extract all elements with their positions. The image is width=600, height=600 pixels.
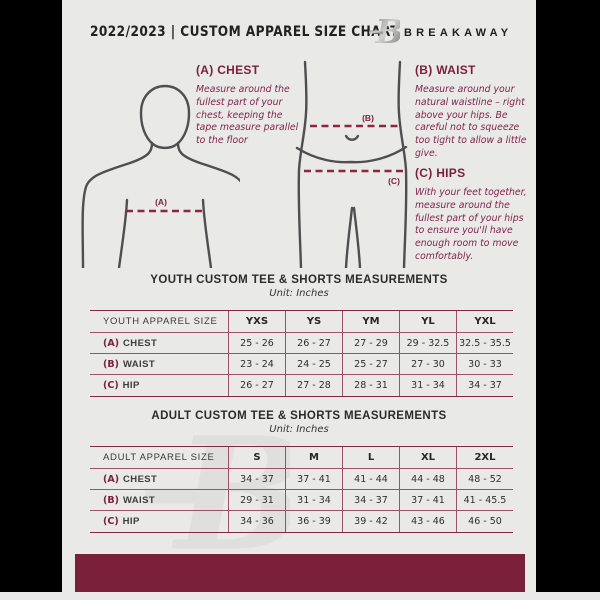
table-cell: 26 - 27 <box>285 333 342 353</box>
youth-chest-row: (A) CHEST 25 - 26 26 - 27 27 - 29 29 - 32… <box>90 333 513 354</box>
table-cell: 26 - 27 <box>228 375 285 396</box>
column-header: YXS <box>228 311 285 332</box>
table-cell: 34 - 37 <box>228 469 285 489</box>
table-cell: 31 - 34 <box>399 375 456 396</box>
row-key: (C) <box>103 380 119 391</box>
adult-unit-label: Unit: Inches <box>269 424 329 435</box>
table-cell: 34 - 37 <box>342 490 399 510</box>
row-key: (A) <box>103 337 120 349</box>
chest-marker-label: (A) <box>155 197 167 207</box>
adult-waist-row: (B) WAIST 29 - 31 31 - 34 34 - 37 37 - 41… <box>90 490 513 511</box>
column-header: YOUTH APPAREL SIZE <box>103 316 218 327</box>
lower-body-figure: (B) (C) <box>295 60 408 268</box>
waist-marker-label: (B) <box>362 113 374 123</box>
brand-name: BREAKAWAY <box>404 27 513 39</box>
youth-table-header-row: YOUTH APPAREL SIZE YXS YS YM YL YXL <box>90 311 513 333</box>
hips-marker-label: (C) <box>388 176 400 186</box>
brand-logo-icon: B <box>369 13 400 51</box>
youth-waist-row: (B) WAIST 23 - 24 24 - 25 25 - 27 27 - 30… <box>90 354 513 375</box>
chest-guide: (A) CHEST Measure around the fullest par… <box>196 63 300 148</box>
row-key: (A) <box>103 473 120 485</box>
row-label: HIP <box>122 516 140 527</box>
row-label: WAIST <box>122 358 156 370</box>
waist-guide: (B) WAIST Measure around your natural wa… <box>415 63 529 161</box>
hips-guide-text: With your feet together, measure around … <box>415 187 527 263</box>
row-key: (B) <box>103 358 119 370</box>
column-header: S <box>228 447 285 468</box>
table-cell: 34 - 36 <box>228 511 285 532</box>
youth-section-header: YOUTH CUSTOM TEE & SHORTS MEASUREMENTS U… <box>62 274 536 299</box>
youth-section-title: YOUTH CUSTOM TEE & SHORTS MEASUREMENTS <box>150 274 448 286</box>
table-cell: 23 - 24 <box>228 354 285 374</box>
youth-unit-label: Unit: Inches <box>269 288 329 299</box>
table-cell: 41 - 44 <box>342 469 399 489</box>
table-cell: 28 - 31 <box>342 375 399 396</box>
table-cell: 25 - 26 <box>228 333 285 353</box>
table-cell: 30 - 33 <box>456 354 513 374</box>
column-header: 2XL <box>456 447 513 468</box>
table-cell: 41 - 45.5 <box>456 490 513 510</box>
table-cell: 27 - 28 <box>285 375 342 396</box>
table-cell: 36 - 39 <box>285 511 342 532</box>
torso-figure: (A) <box>81 85 240 268</box>
column-header: YXL <box>456 311 513 332</box>
table-cell: 25 - 27 <box>342 354 399 374</box>
table-cell: 44 - 48 <box>399 469 456 489</box>
row-key: (B) <box>103 494 119 506</box>
adult-section-header: ADULT CUSTOM TEE & SHORTS MEASUREMENTS U… <box>62 410 536 435</box>
table-cell: 31 - 34 <box>285 490 342 510</box>
waist-guide-heading: (B) WAIST <box>415 63 476 77</box>
table-cell: 46 - 50 <box>456 511 513 532</box>
column-header: YM <box>342 311 399 332</box>
right-bezel <box>536 0 600 592</box>
adult-size-table: ADULT APPAREL SIZE S M L XL 2XL (A) CHEST… <box>90 446 513 533</box>
column-header: M <box>285 447 342 468</box>
table-cell: 24 - 25 <box>285 354 342 374</box>
adult-chest-row: (A) CHEST 34 - 37 37 - 41 41 - 44 44 - 48… <box>90 469 513 490</box>
table-cell: 32.5 - 35.5 <box>456 333 513 353</box>
row-label: CHEST <box>123 473 158 485</box>
chest-guide-text: Measure around the fullest part of your … <box>196 84 299 147</box>
page-title: 2022/2023 | CUSTOM APPAREL SIZE CHART <box>90 24 400 40</box>
column-header: XL <box>399 447 456 468</box>
adult-table-header-row: ADULT APPAREL SIZE S M L XL 2XL <box>90 447 513 469</box>
table-cell: 37 - 41 <box>399 490 456 510</box>
hips-guide-heading: (C) HIPS <box>415 166 466 180</box>
waist-guide-text: Measure around your natural waistline – … <box>415 84 527 160</box>
table-cell: 29 - 31 <box>228 490 285 510</box>
adult-section-title: ADULT CUSTOM TEE & SHORTS MEASUREMENTS <box>151 410 447 422</box>
adult-hip-row: (C) HIP 34 - 36 36 - 39 39 - 42 43 - 46 4… <box>90 511 513 532</box>
row-label: WAIST <box>122 494 156 506</box>
column-header: L <box>342 447 399 468</box>
left-bezel <box>0 0 62 592</box>
footer-bar <box>75 554 525 592</box>
column-header: ADULT APPAREL SIZE <box>103 452 215 463</box>
table-cell: 37 - 41 <box>285 469 342 489</box>
table-cell: 29 - 32.5 <box>399 333 456 353</box>
table-cell: 27 - 30 <box>399 354 456 374</box>
row-label: HIP <box>122 380 140 391</box>
column-header: YL <box>399 311 456 332</box>
table-cell: 34 - 37 <box>456 375 513 396</box>
table-cell: 27 - 29 <box>342 333 399 353</box>
chest-guide-heading: (A) CHEST <box>196 63 260 77</box>
table-cell: 43 - 46 <box>399 511 456 532</box>
row-label: CHEST <box>123 337 158 349</box>
column-header: YS <box>285 311 342 332</box>
table-cell: 39 - 42 <box>342 511 399 532</box>
hips-guide: (C) HIPS With your feet together, measur… <box>415 166 533 264</box>
size-chart-document: B 2022/2023 | CUSTOM APPAREL SIZE CHART … <box>62 0 536 592</box>
row-key: (C) <box>103 516 119 527</box>
youth-size-table: YOUTH APPAREL SIZE YXS YS YM YL YXL (A) C… <box>90 310 513 397</box>
youth-hip-row: (C) HIP 26 - 27 27 - 28 28 - 31 31 - 34 3… <box>90 375 513 396</box>
table-cell: 48 - 52 <box>456 469 513 489</box>
